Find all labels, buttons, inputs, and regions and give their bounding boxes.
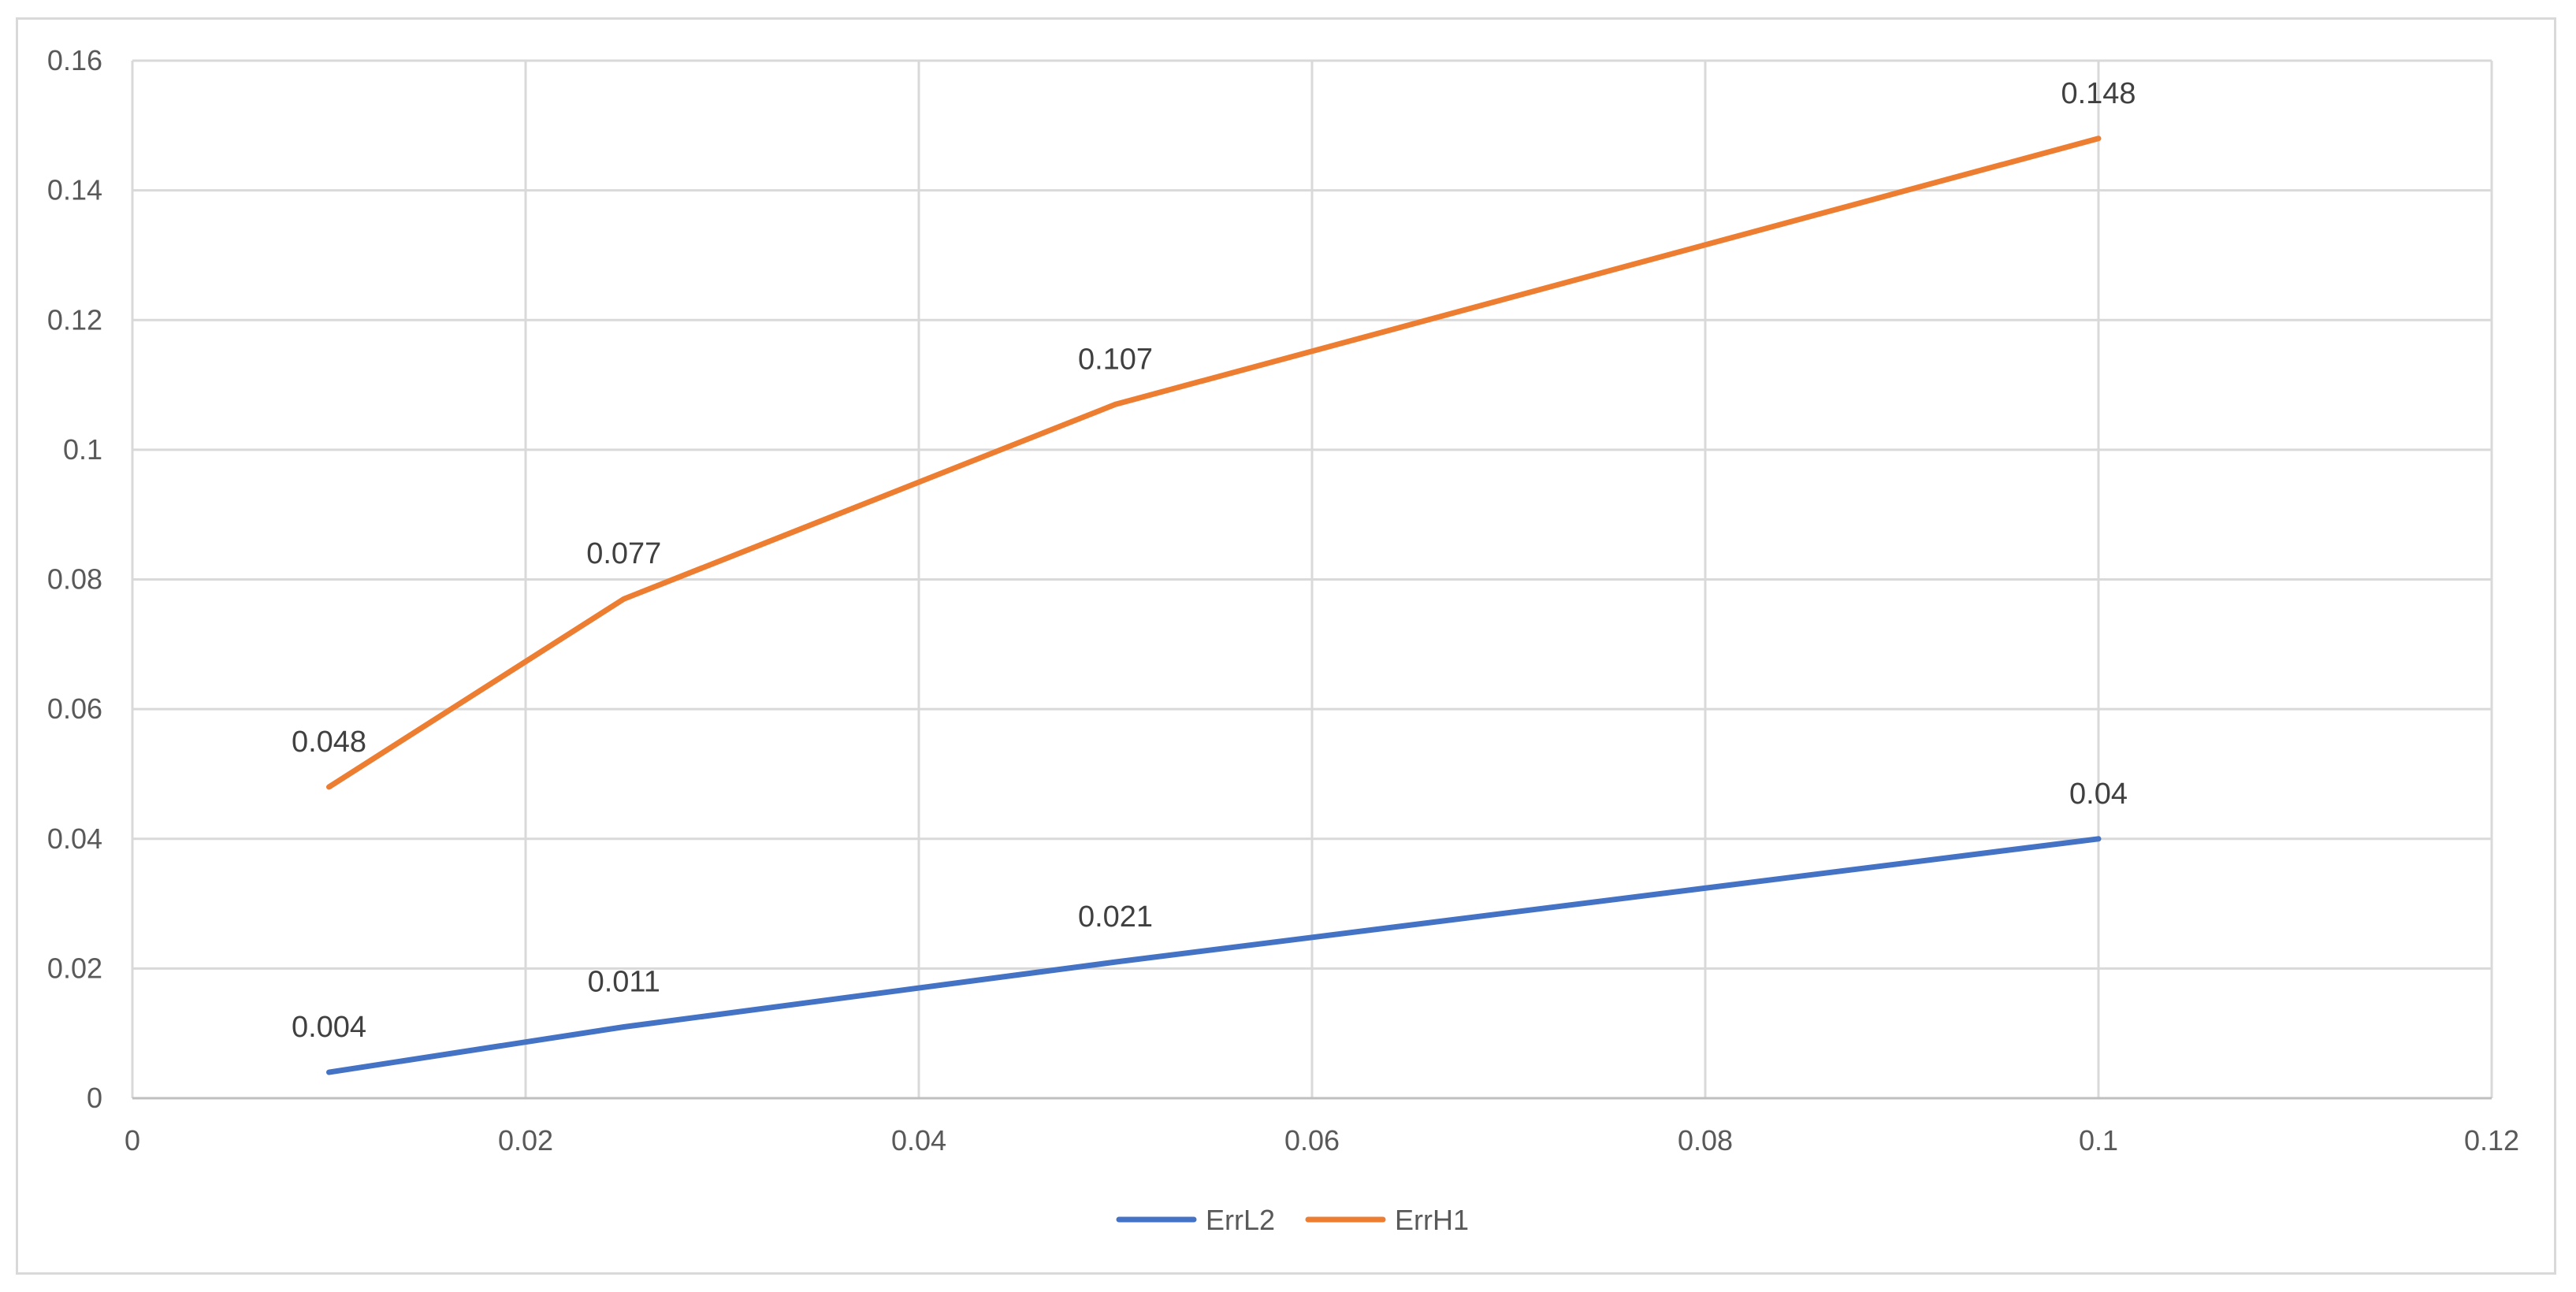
y-tick-label: 0 — [87, 1082, 102, 1114]
x-tick-label: 0.08 — [1678, 1124, 1733, 1156]
x-tick-label: 0.1 — [2079, 1124, 2118, 1156]
axis-layer: 0 0.02 0.04 0.06 0.08 0.1 0.12 0.14 0.16 0 0.02 0.0… — [47, 44, 2519, 1156]
data-label: 0.107 — [1078, 343, 1153, 376]
y-tick-label: 0.02 — [47, 952, 102, 984]
series-line-errl2 — [326, 836, 2102, 1075]
grid-layer — [131, 59, 2493, 1100]
data-label: 0.148 — [2061, 77, 2136, 110]
legend-label-errl2: ErrL2 — [1206, 1204, 1275, 1236]
x-tick-label: 0.02 — [498, 1124, 553, 1156]
y-tick-label: 0.08 — [47, 563, 102, 596]
data-label: 0.004 — [292, 1011, 366, 1044]
y-tick-label: 0.16 — [47, 44, 102, 76]
x-tick-label: 0.04 — [891, 1124, 946, 1156]
legend-label-errh1: ErrH1 — [1395, 1204, 1469, 1236]
data-label: 0.077 — [586, 537, 661, 570]
y-tick-label: 0.12 — [47, 303, 102, 336]
x-tick-label: 0.06 — [1284, 1124, 1340, 1156]
series-line-errh1 — [326, 136, 2102, 790]
data-label: 0.048 — [292, 726, 366, 759]
data-label: 0.021 — [1078, 900, 1153, 934]
y-tick-label: 0.14 — [47, 174, 102, 206]
y-tick-label: 0.04 — [47, 822, 102, 855]
chart-frame — [16, 17, 2556, 1275]
x-tick-label: 0 — [125, 1124, 140, 1156]
x-tick-label: 0.12 — [2464, 1124, 2519, 1156]
y-tick-label: 0.06 — [47, 692, 102, 725]
legend: ErrL2 ErrH1 — [1116, 1204, 1469, 1236]
data-label: 0.04 — [2069, 778, 2128, 811]
series-layer — [326, 136, 2102, 1075]
data-label: 0.011 — [588, 965, 660, 998]
y-tick-label: 0.1 — [63, 433, 102, 466]
data-label-layer: 0.004 0.011 0.021 0.04 0.048 0.077 0.107 0.148 — [292, 77, 2136, 1044]
